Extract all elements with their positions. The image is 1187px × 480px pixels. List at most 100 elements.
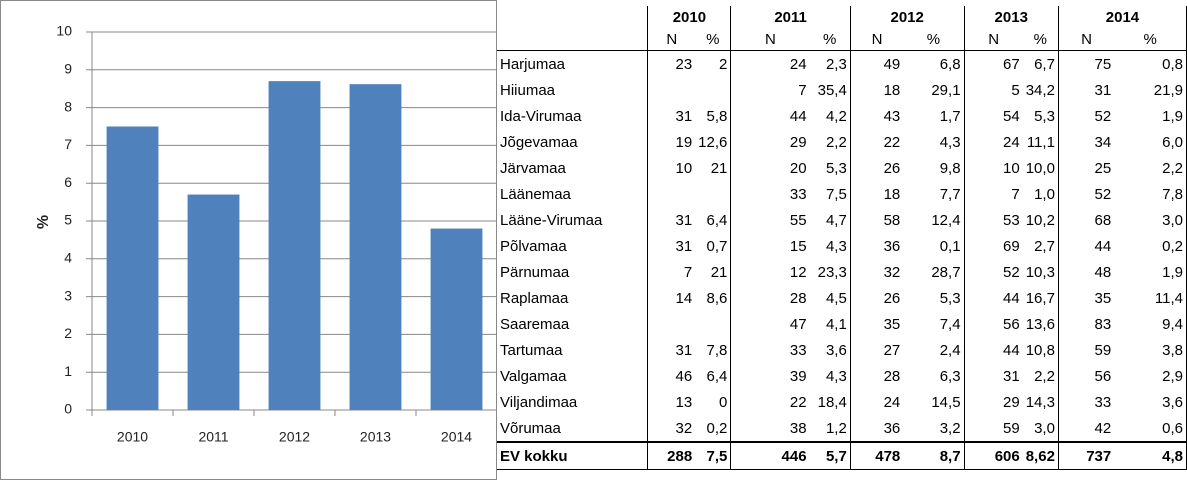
cell: 4,1 bbox=[809, 311, 851, 337]
bar bbox=[268, 81, 321, 410]
cell: 56 bbox=[1094, 367, 1112, 385]
cell: 288 bbox=[647, 441, 696, 470]
cell: 0,2 bbox=[695, 415, 732, 442]
cell: 6,8 bbox=[903, 50, 965, 77]
y-tick-label: 9 bbox=[64, 61, 72, 77]
subheader: % bbox=[1114, 28, 1187, 51]
bar bbox=[349, 84, 402, 410]
year-header: 2012 bbox=[850, 6, 965, 28]
cell: 33 bbox=[789, 185, 807, 203]
cell: 8,62 bbox=[1022, 441, 1059, 470]
cell: 10,2 bbox=[1022, 207, 1059, 233]
row-label: Pärnumaa bbox=[497, 259, 649, 285]
cell: 12 bbox=[789, 263, 807, 281]
table-row: Ida-Virumaa 31 5,8 44 4,2 43 1,7 54 5,3 52 1,9 bbox=[497, 103, 1187, 129]
cell: 44 bbox=[1003, 341, 1020, 359]
cell: 19 bbox=[675, 133, 693, 151]
row-label: Tartumaa bbox=[497, 337, 649, 363]
cell: 25 bbox=[1094, 159, 1112, 177]
cell: 21 bbox=[695, 259, 732, 285]
cell: 35 bbox=[883, 315, 901, 333]
x-tick-label: 2011 bbox=[198, 429, 228, 445]
cell: 33 bbox=[789, 341, 807, 359]
cell: 10 bbox=[675, 159, 693, 177]
row-label: Saaremaa bbox=[497, 311, 649, 337]
cell: 10,8 bbox=[1022, 337, 1059, 363]
cell: 4,3 bbox=[903, 129, 965, 155]
table-row: Pärnumaa 7 21 12 23,3 32 28,7 52 10,3 48 1,9 bbox=[497, 259, 1187, 285]
row-label: Hiiumaa bbox=[497, 77, 649, 103]
cell: 7,8 bbox=[1114, 181, 1187, 207]
cell: 3,8 bbox=[1114, 337, 1187, 363]
cell: 5 bbox=[1011, 81, 1020, 99]
table-row: Viljandimaa 13 0 22 18,4 24 14,5 29 14,3 33 3,6 bbox=[497, 389, 1187, 415]
cell: 9,8 bbox=[903, 155, 965, 181]
subheader: N bbox=[964, 28, 1023, 51]
cell bbox=[648, 311, 695, 337]
table-row: Võrumaa 32 0,2 38 1,2 36 3,2 59 3,0 42 0,6 bbox=[497, 415, 1187, 442]
cell bbox=[648, 181, 695, 207]
subheader: N bbox=[1058, 28, 1115, 51]
y-tick-label: 6 bbox=[64, 174, 72, 190]
cell: 16,7 bbox=[1022, 285, 1059, 311]
cell: 35 bbox=[1094, 289, 1112, 307]
cell bbox=[695, 77, 732, 103]
cell: 2,2 bbox=[1022, 363, 1059, 389]
cell: 52 bbox=[1003, 263, 1020, 281]
table-row: Raplamaa 14 8,6 28 4,5 26 5,3 44 16,7 35 11,4 bbox=[497, 285, 1187, 311]
cell: 53 bbox=[1003, 211, 1020, 229]
cell: 1,9 bbox=[1114, 259, 1187, 285]
cell: 11,4 bbox=[1114, 285, 1187, 311]
cell: 1,2 bbox=[809, 415, 851, 442]
cell: 5,3 bbox=[1022, 103, 1059, 129]
cell: 21 bbox=[695, 155, 732, 181]
cell: 28,7 bbox=[903, 259, 965, 285]
cell: 27 bbox=[883, 341, 901, 359]
cell: 23,3 bbox=[809, 259, 851, 285]
row-label: Valgamaa bbox=[497, 363, 649, 389]
cell: 4,3 bbox=[809, 233, 851, 259]
cell: 36 bbox=[883, 237, 901, 255]
y-tick-label: 4 bbox=[64, 250, 72, 266]
cell: 47 bbox=[789, 315, 807, 333]
cell: 32 bbox=[675, 419, 693, 437]
cell: 0,1 bbox=[903, 233, 965, 259]
cell bbox=[695, 181, 732, 207]
cell: 59 bbox=[1003, 419, 1020, 437]
table-row: Harjumaa 23 2 24 2,3 49 6,8 67 6,7 75 0,8 bbox=[497, 50, 1187, 77]
cell: 606 bbox=[964, 441, 1023, 470]
y-axis-label: % bbox=[35, 215, 52, 229]
cell: 6,4 bbox=[695, 363, 732, 389]
row-label: Harjumaa bbox=[497, 50, 649, 77]
chart: % 0 1 2 3 4 5 6 7 8 9 10 2010 2011 2012 2013 2014 bbox=[0, 0, 497, 480]
table-row: Läänemaa 33 7,5 18 7,7 7 1,0 52 7,8 bbox=[497, 181, 1187, 207]
row-label: Lääne-Virumaa bbox=[497, 207, 649, 233]
cell: 6,3 bbox=[903, 363, 965, 389]
cell: 68 bbox=[1094, 211, 1112, 229]
cell: 18 bbox=[883, 81, 901, 99]
cell: 46 bbox=[675, 367, 693, 385]
cell: 13 bbox=[675, 393, 693, 411]
cell: 15 bbox=[789, 237, 807, 255]
cell: 10,0 bbox=[1022, 155, 1059, 181]
cell: 31 bbox=[675, 237, 693, 255]
subheader: % bbox=[903, 28, 965, 51]
x-tick-label: 2014 bbox=[441, 429, 472, 445]
cell: 18,4 bbox=[809, 389, 851, 415]
cell: 23 bbox=[675, 55, 693, 73]
cell: 18 bbox=[883, 185, 901, 203]
cell: 24 bbox=[1003, 133, 1020, 151]
y-tick-label: 7 bbox=[64, 136, 72, 152]
year-header: 2013 bbox=[964, 6, 1059, 28]
cell: 7 bbox=[683, 263, 693, 281]
cell: 4,2 bbox=[809, 103, 851, 129]
subheader-row: N% N% N% N% N% bbox=[497, 28, 1187, 51]
cell: 5,8 bbox=[695, 103, 732, 129]
x-tick-label: 2012 bbox=[279, 429, 310, 445]
bar bbox=[430, 228, 483, 410]
cell: 52 bbox=[1094, 107, 1112, 125]
cell: 31 bbox=[675, 341, 693, 359]
cell: 10 bbox=[1003, 159, 1020, 177]
cell: 75 bbox=[1094, 55, 1112, 73]
